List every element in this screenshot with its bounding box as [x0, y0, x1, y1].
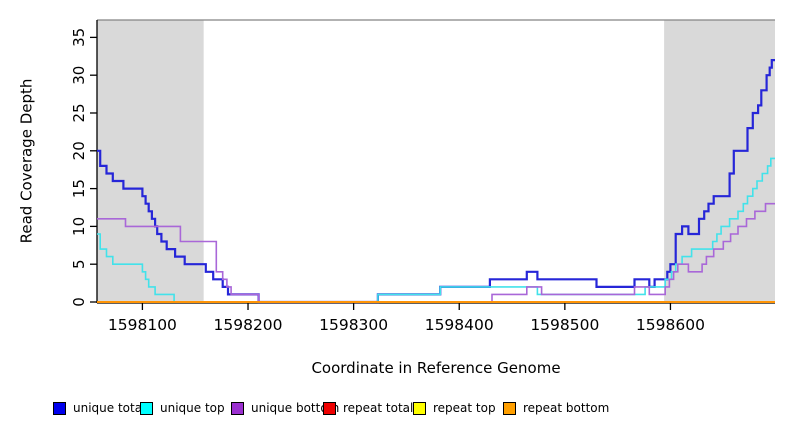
x-tick-label: 1598200 [214, 316, 283, 334]
x-tick-label: 1598100 [108, 316, 177, 334]
legend-item-unique-total: unique total [53, 399, 145, 417]
y-tick-label: 15 [70, 179, 88, 198]
legend-item-unique-bottom: unique bottom [231, 399, 339, 417]
series-line-unique-top [97, 157, 775, 303]
y-tick-label: 35 [70, 28, 88, 47]
legend-label-repeat-bottom: repeat bottom [523, 401, 610, 415]
series-line-unique-total [97, 59, 775, 304]
y-tick-label: 10 [70, 217, 88, 236]
legend: unique total unique top unique bottom repea… [0, 399, 792, 419]
x-tick-label: 1598400 [425, 316, 494, 334]
legend-swatch-unique-total [53, 401, 66, 415]
legend-swatch-repeat-top [413, 401, 426, 415]
y-tick-label: 25 [70, 103, 88, 122]
x-axis-label: Coordinate in Reference Genome [311, 359, 561, 377]
legend-item-repeat-bottom: repeat bottom [503, 399, 609, 417]
shaded-region-0 [97, 20, 204, 302]
coverage-plot: 0 5 10 15 20 25 30 35 1598100 1598200 1598300 15984… [70, 19, 775, 334]
y-tick-label: 20 [70, 141, 88, 160]
legend-label-unique-top: unique top [160, 401, 225, 415]
x-tick-label: 1598600 [636, 316, 705, 334]
legend-item-repeat-top: repeat top [413, 399, 496, 417]
legend-label-repeat-total: repeat total [343, 401, 414, 415]
legend-swatch-repeat-total [323, 401, 336, 415]
y-tick-label: 5 [70, 259, 88, 269]
legend-swatch-repeat-bottom [503, 401, 516, 415]
x-tick-label: 1598500 [530, 316, 599, 334]
y-tick-label: 0 [70, 297, 88, 307]
legend-item-unique-top: unique top [140, 399, 225, 417]
legend-swatch-unique-bottom [231, 401, 244, 415]
legend-item-repeat-total: repeat total [323, 399, 413, 417]
legend-label-repeat-top: repeat top [433, 401, 496, 415]
shaded-region-1 [664, 20, 775, 302]
legend-label-unique-total: unique total [73, 401, 146, 415]
y-tick-label: 30 [70, 66, 88, 85]
legend-swatch-unique-top [140, 401, 153, 415]
legend-label-unique-bottom: unique bottom [251, 401, 340, 415]
x-tick-label: 1598300 [319, 316, 388, 334]
series-line-unique-bottom [97, 202, 775, 303]
